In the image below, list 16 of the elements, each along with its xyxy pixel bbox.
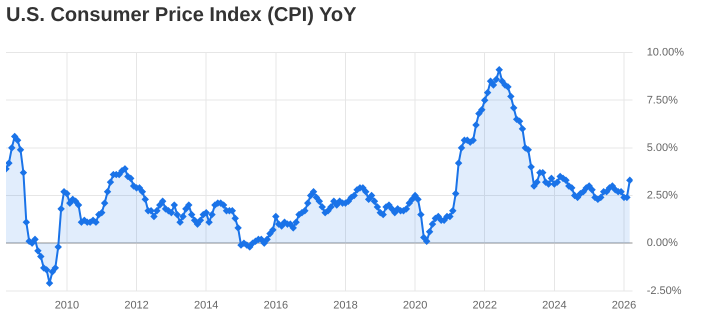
- x-tick-label: 2012: [124, 299, 149, 312]
- y-tick-label: 7.50%: [646, 94, 678, 106]
- x-tick-label: 2018: [333, 299, 358, 312]
- x-tick-label: 2022: [472, 299, 497, 312]
- chart-title: U.S. Consumer Price Index (CPI) YoY: [5, 3, 358, 28]
- y-tick-label: 2.50%: [646, 190, 678, 202]
- y-tick-label: 10.00%: [646, 46, 684, 59]
- x-tick-label: 2014: [194, 299, 218, 312]
- y-tick-label: 5.00%: [646, 142, 678, 154]
- x-tick-label: 2020: [402, 299, 428, 312]
- y-tick-label: -2.50%: [646, 284, 682, 297]
- x-tick-label: 2010: [54, 299, 80, 312]
- y-tick-label: 0.00%: [646, 237, 678, 250]
- x-tick-label: 2016: [264, 299, 288, 312]
- x-tick-label: 2026: [612, 299, 636, 312]
- x-tick-label: 2024: [542, 299, 567, 312]
